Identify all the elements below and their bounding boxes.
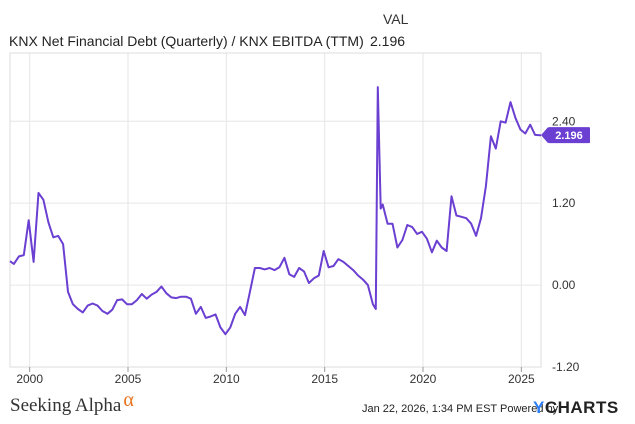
y-tick-label: 2.40 (552, 114, 576, 128)
x-tick-label: 2025 (508, 372, 535, 386)
y-tick-label: 1.20 (552, 196, 576, 210)
last-value-label: 2.196 (555, 130, 583, 142)
ycharts-logo[interactable]: YCHARTS (533, 398, 619, 418)
series-line[interactable] (9, 86, 541, 336)
brand-text: Seeking Alpha (10, 395, 122, 416)
seeking-alpha-logo: Seeking Alpha α (10, 389, 134, 417)
horizontal-gridlines (10, 120, 541, 368)
x-tick-label: 2005 (115, 372, 142, 386)
ycharts-logo-text: CHARTS (544, 398, 619, 417)
vertical-gridlines (29, 53, 522, 367)
plot-frame (9, 52, 542, 368)
x-tick-label: 2020 (410, 372, 437, 386)
last-value-marker: 2.196 (541, 127, 590, 144)
x-tick-label: 2000 (16, 372, 43, 386)
alpha-icon: α (123, 389, 134, 411)
x-tick-label: 2010 (213, 372, 240, 386)
legend-series-label[interactable]: KNX Net Financial Debt (Quarterly) / KNX… (9, 33, 364, 49)
powered-by: Powered by (500, 403, 559, 415)
timestamp: Jan 22, 2026, 1:34 PM EST (362, 403, 497, 415)
last-value-marker-box (548, 127, 590, 144)
footer-meta: Jan 22, 2026, 1:34 PM EST Powered by (362, 403, 558, 415)
ycharts-y-icon: Y (533, 398, 545, 417)
x-axis: 2000 2005 2010 2015 2020 2025 (16, 367, 535, 386)
y-tick-label: -1.20 (552, 360, 580, 374)
x-tick-label: 2015 (311, 372, 338, 386)
y-tick-label: 0.00 (552, 278, 576, 292)
legend-series-value: 2.196 (370, 33, 406, 49)
legend-column-header: VAL (383, 11, 409, 27)
last-value-marker-arrow (541, 127, 548, 144)
y-axis: 2.40 1.20 0.00 -1.20 (552, 114, 580, 374)
